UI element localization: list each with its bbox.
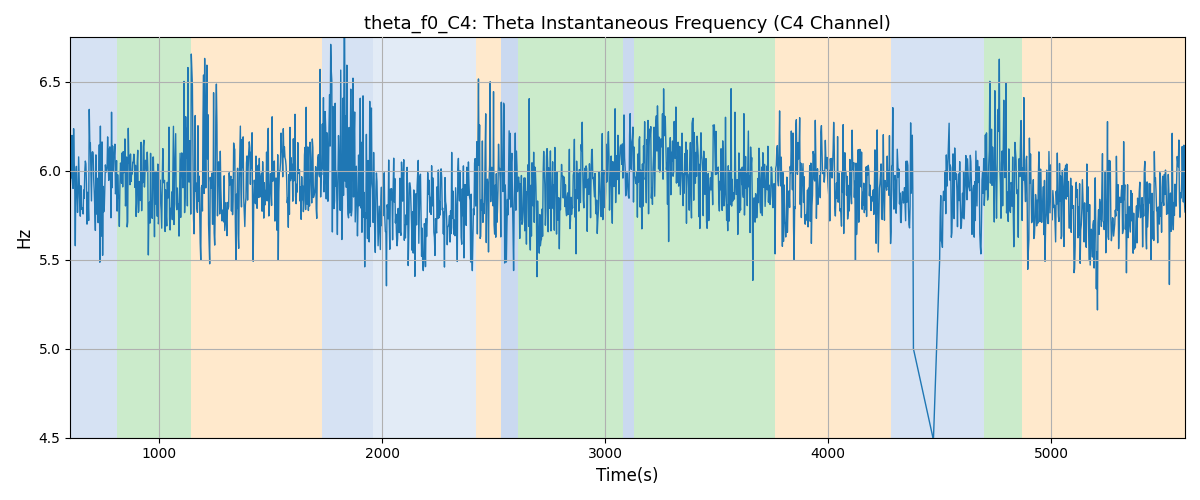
Bar (635, 38, 775, 438)
Bar (373, 38, 476, 438)
Bar (191, 38, 323, 438)
X-axis label: Time(s): Time(s) (596, 467, 659, 485)
Bar (623, 38, 635, 438)
Bar (802, 38, 890, 438)
Y-axis label: Hz: Hz (16, 227, 34, 248)
Bar (500, 38, 518, 438)
Bar (518, 38, 623, 438)
Bar (118, 38, 191, 438)
Bar (1022, 38, 1186, 438)
Bar (984, 38, 1022, 438)
Bar (71, 38, 118, 438)
Bar (775, 38, 802, 438)
Bar (890, 38, 984, 438)
Title: theta_f0_C4: Theta Instantaneous Frequency (C4 Channel): theta_f0_C4: Theta Instantaneous Frequen… (365, 15, 892, 34)
Bar (476, 38, 500, 438)
Bar (323, 38, 373, 438)
